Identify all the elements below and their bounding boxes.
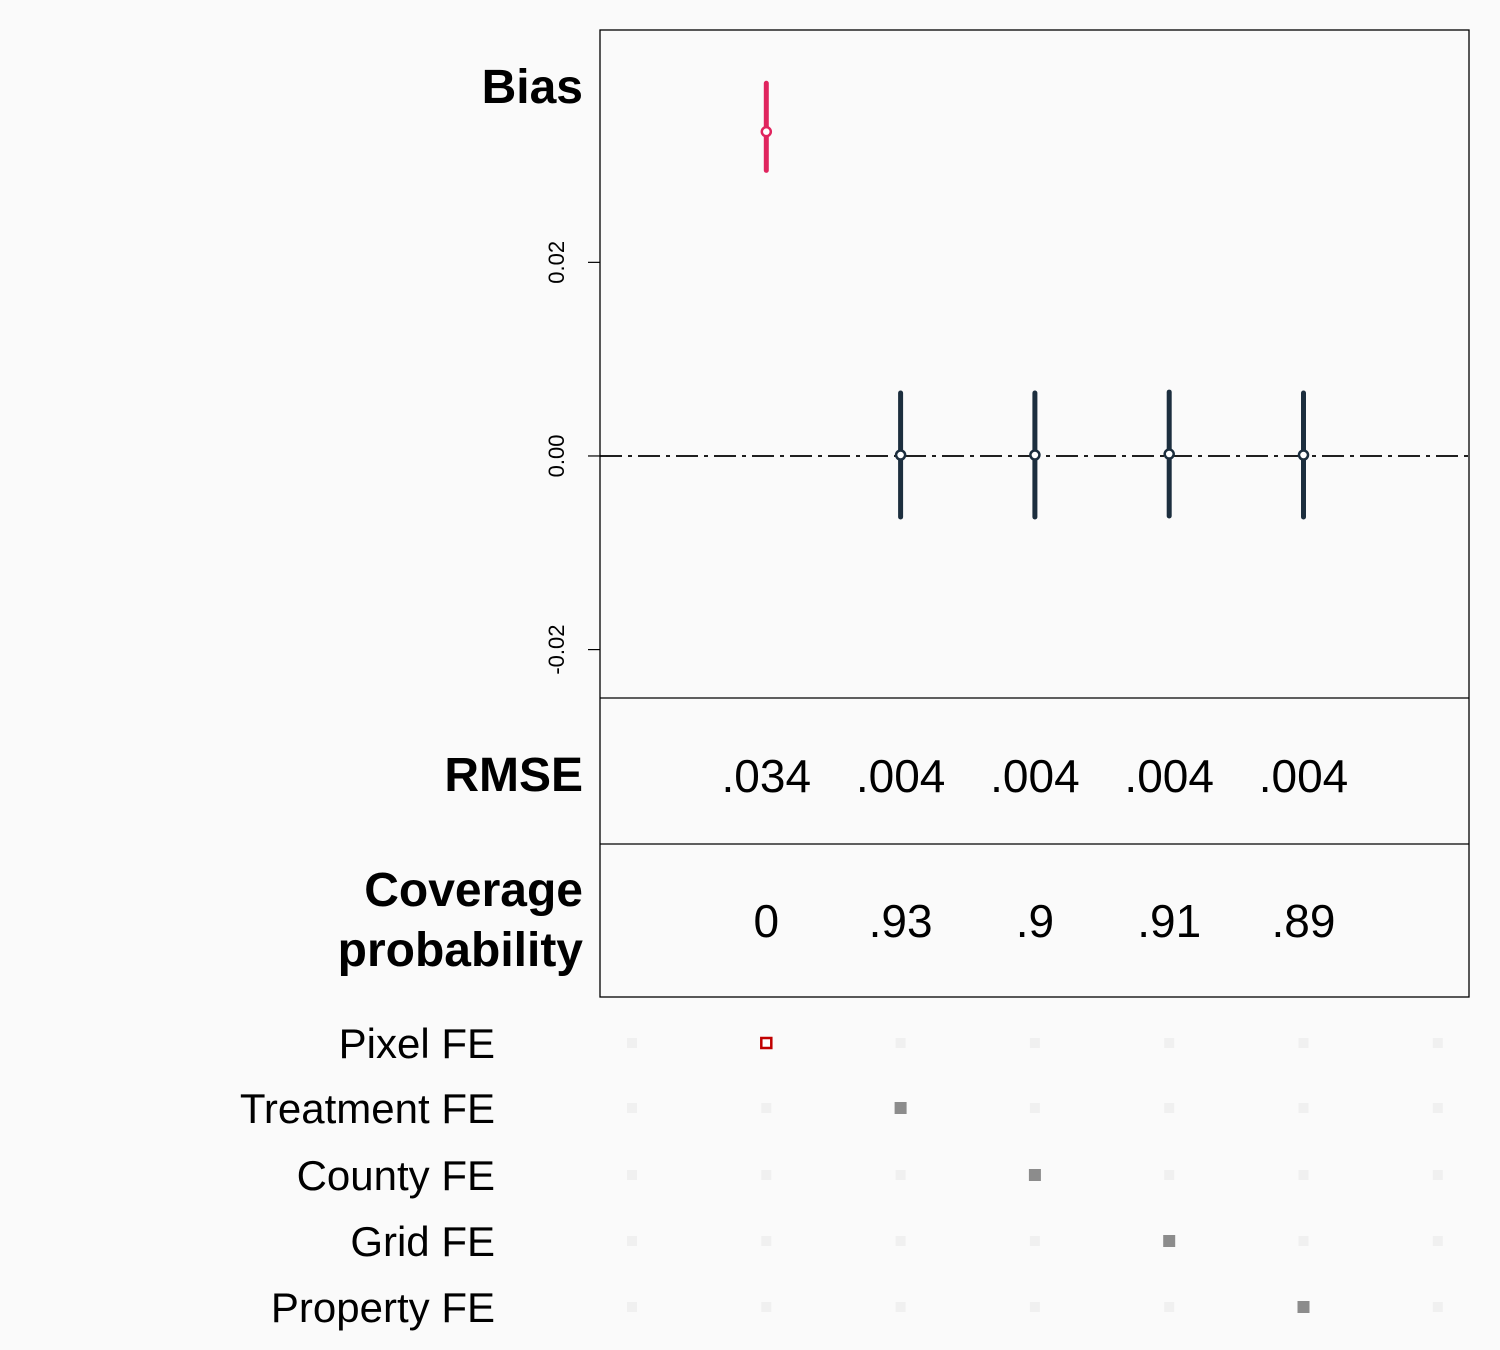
spec-row-label: Grid FE — [350, 1218, 495, 1265]
spec-dot-inactive — [1432, 1302, 1443, 1312]
spec-row-label: Pixel FE — [339, 1020, 495, 1067]
spec-dot-inactive — [895, 1236, 906, 1246]
y-tick-label: -0.02 — [544, 625, 569, 675]
spec-dot-inactive — [761, 1103, 772, 1113]
spec-row-label: Property FE — [271, 1284, 495, 1331]
spec-row-label: Treatment FE — [240, 1085, 495, 1132]
spec-row-label: County FE — [297, 1152, 495, 1199]
spec-dot-inactive — [1432, 1236, 1443, 1246]
coverage-value: .9 — [1016, 895, 1054, 947]
coverage-panel-title-line1: Coverage — [364, 864, 583, 917]
spec-dot-inactive — [895, 1302, 906, 1312]
spec-dot-inactive — [1298, 1103, 1309, 1113]
rmse-value: .004 — [1124, 750, 1214, 802]
spec-dot-inactive — [1029, 1038, 1040, 1048]
spec-dot-inactive — [1298, 1038, 1309, 1048]
spec-dot-inactive — [1029, 1302, 1040, 1312]
coverage-panel-title-line2: probability — [338, 924, 584, 977]
point-estimate — [1029, 449, 1041, 461]
point-estimate — [1297, 449, 1310, 461]
spec-dot-inactive — [1164, 1038, 1175, 1048]
spec-dot-inactive — [1029, 1103, 1040, 1113]
spec-dot-inactive — [1432, 1103, 1443, 1113]
rmse-value: .004 — [990, 750, 1080, 802]
bias-estimates — [760, 80, 1310, 520]
coverage-values: 0 .93 .9 .91 .89 — [754, 895, 1336, 947]
spec-dot-inactive — [1298, 1170, 1309, 1180]
spec-dot-active — [894, 1102, 907, 1114]
panels-frame — [599, 29, 1470, 998]
spec-dot-active — [1163, 1235, 1176, 1247]
coverage-value: .89 — [1272, 895, 1336, 947]
rmse-panel-title: RMSE — [444, 749, 583, 802]
spec-dot-inactive — [1164, 1103, 1175, 1113]
point-estimate — [1163, 448, 1175, 460]
spec-row-labels: Pixel FE Treatment FE County FE Grid FE Prop… — [240, 1020, 495, 1331]
spec-dot-inactive — [761, 1236, 772, 1246]
y-tick-label: 0.00 — [544, 435, 569, 478]
spec-dot-inactive — [1432, 1170, 1443, 1180]
spec-dot-inactive — [895, 1170, 906, 1180]
spec-dot-inactive — [1029, 1236, 1040, 1246]
spec-dot-inactive — [761, 1302, 772, 1312]
rmse-value: .004 — [856, 750, 946, 802]
y-tick-label: 0.02 — [544, 241, 569, 284]
spec-dot-inactive — [627, 1236, 637, 1246]
spec-dot-inactive — [761, 1170, 772, 1180]
bias-y-axis: -0.02 0.00 0.02 — [544, 241, 600, 675]
spec-dot-highlight — [760, 1036, 773, 1050]
coverage-value: .93 — [869, 895, 933, 947]
bias-panel-title: Bias — [482, 61, 583, 114]
rmse-values: .034 .004 .004 .004 .004 — [722, 750, 1349, 802]
spec-dot-inactive — [1298, 1236, 1309, 1246]
spec-dot-inactive — [1432, 1038, 1443, 1048]
coverage-value: .91 — [1137, 895, 1201, 947]
spec-dot-inactive — [627, 1170, 637, 1180]
point-estimate — [760, 125, 773, 138]
spec-dot-inactive — [627, 1302, 637, 1312]
spec-dot-inactive — [1164, 1302, 1175, 1312]
rmse-value: .004 — [1259, 750, 1349, 802]
rmse-value: .034 — [722, 750, 812, 802]
spec-dot-inactive — [627, 1038, 637, 1048]
spec-dot-inactive — [627, 1103, 637, 1113]
coverage-value: 0 — [754, 895, 780, 947]
spec-dot-inactive — [1164, 1170, 1175, 1180]
spec-dot-active — [1028, 1169, 1041, 1181]
point-estimate — [894, 449, 907, 461]
spec-dot-active — [1297, 1301, 1310, 1313]
spec-dot-inactive — [895, 1038, 906, 1048]
spec-matrix — [627, 1036, 1443, 1313]
